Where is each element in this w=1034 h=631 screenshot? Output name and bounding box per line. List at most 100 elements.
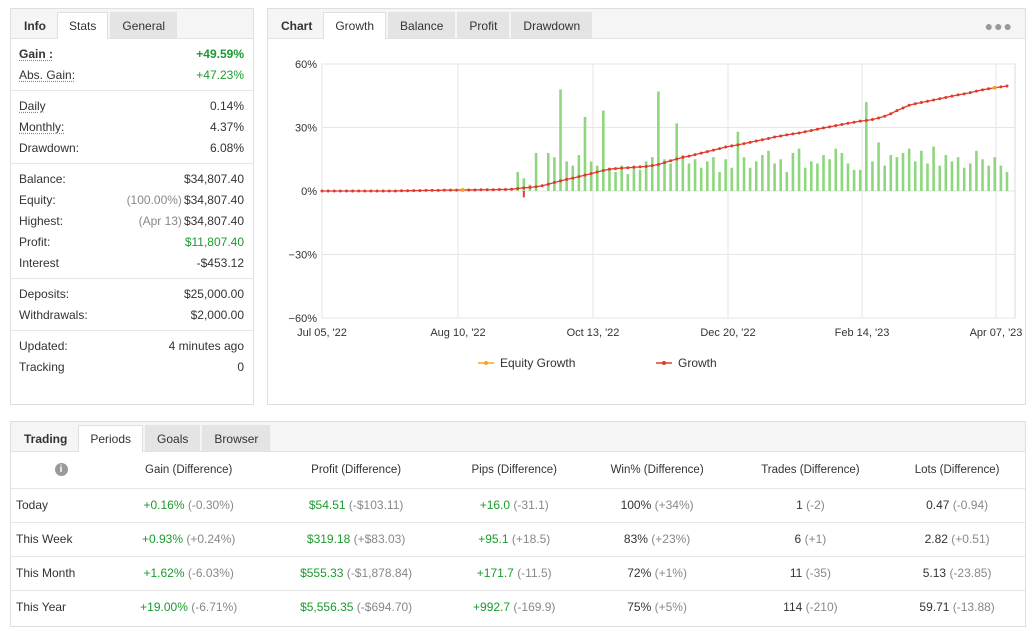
bar — [712, 157, 715, 191]
tab-general[interactable]: General — [110, 12, 178, 38]
tab-growth[interactable]: Growth — [323, 12, 387, 39]
y-tick-label: 0% — [301, 186, 317, 198]
bar — [699, 167, 703, 191]
bar — [669, 163, 672, 191]
bar — [791, 152, 795, 191]
tab-balance[interactable]: Balance — [388, 12, 456, 38]
periods-body: Today +0.16% (-0.30%) $54.51 (-$103.11) +16… — [11, 487, 1025, 624]
bar — [901, 152, 905, 191]
table-cell: 2.82 (+0.51) — [889, 521, 1025, 556]
growth-point — [546, 182, 550, 186]
tab-browser[interactable]: Browser — [202, 425, 271, 451]
growth-point — [412, 189, 416, 193]
growth-point — [840, 123, 844, 127]
table-row: Today +0.16% (-0.30%) $54.51 (-$103.11) +16… — [11, 487, 1025, 522]
growth-point — [901, 106, 905, 110]
bar — [516, 171, 520, 191]
cell-difference: (-13.88) — [952, 600, 995, 615]
bar — [975, 150, 978, 191]
cell-value: $319.18 — [306, 532, 351, 546]
bar — [809, 161, 813, 191]
table-cell: $555.33 (-$1,878.84) — [266, 555, 446, 590]
bar — [877, 142, 880, 191]
x-tick-label: Oct 13, '22 — [567, 327, 620, 339]
growth-point — [614, 167, 618, 171]
tab-periods[interactable]: Periods — [78, 425, 144, 452]
growth-point — [552, 181, 556, 185]
tab-drawdown[interactable]: Drawdown — [511, 12, 593, 38]
col-trades: Trades (Difference) — [761, 463, 860, 476]
tab-profit[interactable]: Profit — [457, 12, 510, 38]
growth-point — [393, 189, 397, 193]
table-cell: 100% (+34%) — [582, 487, 732, 522]
growth-point — [387, 189, 391, 193]
growth-point — [479, 188, 483, 192]
stats-value: +49.59% — [196, 46, 244, 61]
table-cell: 83% (+23%) — [582, 521, 732, 556]
info-icon[interactable]: i — [54, 463, 68, 477]
stats-label: Updated: — [19, 338, 68, 353]
table-cell: +992.7 (-169.9) — [445, 589, 583, 624]
y-tick-label: 30% — [295, 123, 317, 135]
cell-value: 0.47 — [926, 498, 950, 512]
growth-point — [363, 189, 367, 193]
bar — [589, 161, 593, 191]
cell-difference: (-$103.11) — [348, 498, 404, 512]
growth-point — [870, 117, 874, 121]
bar — [693, 159, 697, 191]
tab-goals[interactable]: Goals — [145, 425, 201, 451]
cell-value: +1.62% — [143, 566, 185, 580]
tab-stats[interactable]: Stats — [57, 12, 109, 39]
growth-point — [344, 189, 348, 193]
equity-point — [460, 187, 465, 192]
cell-value: 6 — [794, 532, 802, 546]
bar — [577, 155, 581, 191]
growth-point — [803, 130, 807, 134]
cell-difference: (-6.03%) — [187, 566, 234, 580]
growth-point — [711, 148, 715, 152]
growth-point — [436, 188, 440, 192]
growth-point — [473, 188, 477, 192]
growth-point — [864, 119, 868, 123]
growth-point — [779, 134, 783, 138]
table-row: This Month +1.62% (-6.03%) $555.33 (-$1,87… — [11, 555, 1025, 590]
bar — [834, 148, 838, 191]
growth-point — [503, 188, 507, 192]
stats-value: $11,807.40 — [184, 234, 244, 249]
cell-difference: (+0.51) — [951, 532, 990, 546]
table-cell: +0.93% (+0.24%) — [111, 521, 267, 556]
bar — [608, 167, 611, 191]
col-gain: Gain (Difference) — [145, 463, 233, 476]
cell-value: 75% — [627, 600, 652, 615]
growth-point — [877, 116, 881, 120]
cell-difference: (-$1,878.84) — [346, 566, 413, 580]
table-cell: +16.0 (-31.1) — [445, 487, 583, 522]
cell-value: +0.16% — [143, 498, 185, 512]
growth-point — [644, 164, 648, 168]
growth-point — [357, 189, 361, 193]
growth-point — [883, 114, 887, 118]
growth-point — [705, 150, 709, 154]
stats-prefix: (100.00%) — [126, 192, 182, 207]
legend-swatch-dot — [484, 361, 488, 365]
more-dots-icon[interactable]: ●●● — [984, 18, 1013, 34]
col-lots: Lots (Difference) — [914, 463, 1000, 476]
growth-point — [760, 138, 764, 142]
growth-point — [699, 151, 703, 155]
stats-value-wrap: $2,000.00 — [191, 308, 244, 322]
growth-point — [938, 97, 942, 101]
stats-row: Updated: 4 minutes ago — [11, 335, 253, 356]
growth-point — [932, 98, 936, 102]
table-cell: +1.62% (-6.03%) — [111, 555, 267, 590]
stats-label: Monthly: — [19, 119, 65, 134]
growth-point — [663, 161, 666, 165]
tab-info[interactable]: Info — [24, 18, 46, 33]
bar — [883, 165, 886, 191]
growth-point — [632, 165, 636, 169]
tab-trading[interactable]: Trading — [24, 431, 68, 446]
stats-label: Equity: — [19, 192, 56, 207]
bar — [559, 89, 562, 191]
tab-chart[interactable]: Chart — [281, 18, 313, 33]
bar — [987, 165, 990, 191]
stats-value: 6.08% — [209, 140, 244, 155]
